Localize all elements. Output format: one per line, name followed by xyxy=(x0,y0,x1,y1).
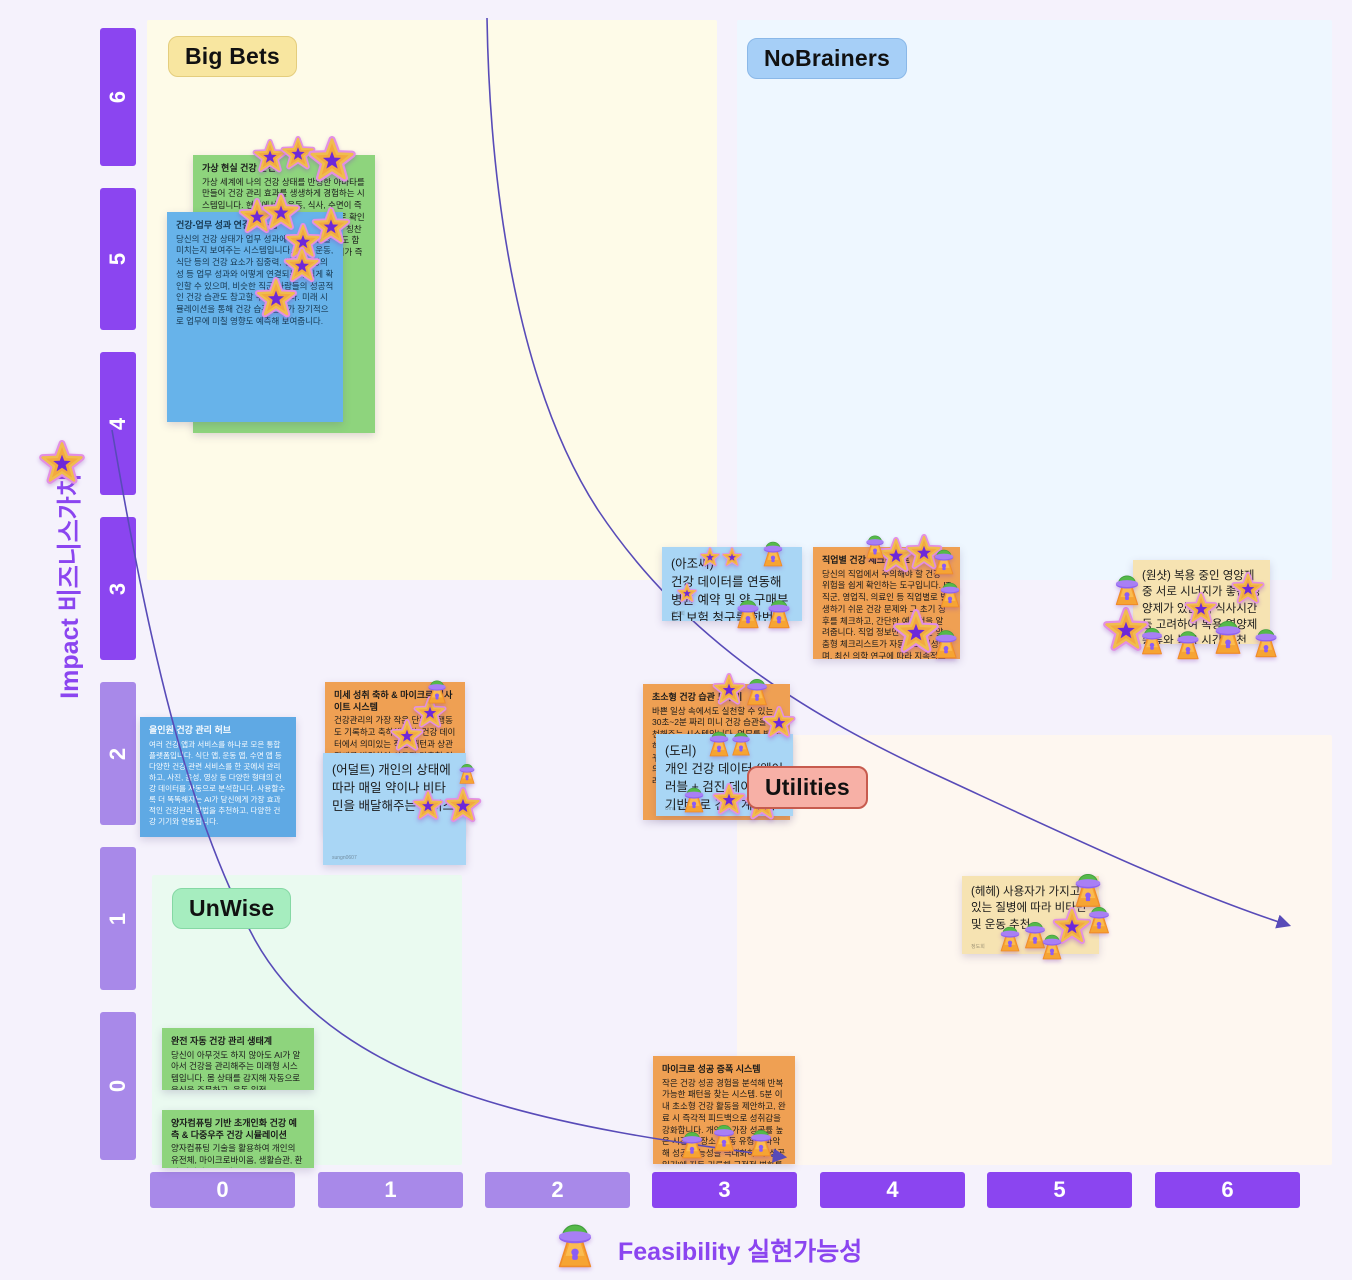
star-sticker-icon[interactable] xyxy=(676,583,698,605)
note-author: 정도희 xyxy=(971,944,985,950)
ufo-sticker-icon[interactable] xyxy=(1037,931,1067,961)
ufo-sticker-icon[interactable] xyxy=(727,729,755,757)
note-body: 양자컴퓨팅 기술을 활용하여 개인의 유전체, 마이크로바이옴, 생활습관, 환… xyxy=(171,1143,303,1168)
note-author: sungn0607 xyxy=(332,855,357,861)
y-axis-label: Impact 비즈니스가치 xyxy=(56,473,84,699)
x-tick-2: 2 xyxy=(485,1172,630,1208)
x-tick-value: 6 xyxy=(1221,1177,1234,1202)
star-sticker-icon[interactable] xyxy=(443,787,483,827)
y-tick-0: 0 xyxy=(100,1012,136,1160)
star-sticker-icon[interactable] xyxy=(37,440,87,490)
y-tick-value: 2 xyxy=(105,747,130,760)
x-axis-label: Feasibility 실현가능성 xyxy=(618,1238,863,1266)
ufo-sticker-icon[interactable] xyxy=(1249,625,1283,659)
note-title: 완전 자동 건강 관리 생태계 xyxy=(171,1036,273,1046)
ufo-sticker-icon[interactable] xyxy=(1171,627,1205,661)
ufo-sticker-icon[interactable] xyxy=(731,596,765,630)
y-tick-value: 0 xyxy=(105,1079,130,1093)
quadrant-label-utilities[interactable]: Utilities xyxy=(747,766,868,809)
ufo-sticker-icon[interactable] xyxy=(455,761,479,785)
ufo-sticker-icon[interactable] xyxy=(1136,624,1168,656)
y-tick-1: 1 xyxy=(100,847,136,990)
note-title: 마이크로 성공 증폭 시스템 xyxy=(662,1064,761,1074)
star-sticker-icon[interactable] xyxy=(711,783,747,819)
ufo-sticker-icon[interactable] xyxy=(935,579,965,609)
ufo-sticker-icon[interactable] xyxy=(679,784,709,814)
ufo-sticker-icon[interactable] xyxy=(423,677,451,705)
ufo-sticker-icon[interactable] xyxy=(929,626,963,660)
note-author: 김성희 xyxy=(671,611,685,617)
ufo-sticker-icon[interactable] xyxy=(861,532,889,560)
y-tick-value: 3 xyxy=(105,582,130,595)
quadrant-label-nobrainers[interactable]: NoBrainers xyxy=(747,38,907,79)
y-tick-3: 3 xyxy=(100,517,136,660)
note-title: 가상 현실 건강 분신 xyxy=(202,163,276,173)
ufo-sticker-icon[interactable] xyxy=(1208,616,1248,656)
x-tick-value: 5 xyxy=(1053,1177,1066,1202)
y-tick-5: 5 xyxy=(100,188,136,330)
y-tick-value: 5 xyxy=(105,252,130,266)
note-body: 여러 건강 앱과 서비스를 하나로 모은 통합 플랫폼입니다. 식단 앱, 운동… xyxy=(149,739,286,826)
ufo-sticker-icon[interactable] xyxy=(549,1218,601,1270)
ufo-sticker-icon[interactable] xyxy=(1083,903,1115,935)
quadrant-label-big-bets[interactable]: Big Bets xyxy=(168,36,297,77)
note-title: 건강-업무 성과 연결 시스템 xyxy=(176,220,278,230)
x-tick-4: 4 xyxy=(820,1172,965,1208)
y-tick-4: 4 xyxy=(100,352,136,495)
x-tick-0: 0 xyxy=(150,1172,295,1208)
x-tick-3: 3 xyxy=(652,1172,797,1208)
x-tick-value: 3 xyxy=(718,1177,731,1202)
note-title: 올인원 건강 관리 허브 xyxy=(149,725,232,735)
star-sticker-icon[interactable] xyxy=(411,790,445,824)
ufo-sticker-icon[interactable] xyxy=(762,596,796,630)
x-tick-value: 1 xyxy=(384,1177,397,1202)
ufo-sticker-icon[interactable] xyxy=(1109,571,1145,607)
star-sticker-icon[interactable] xyxy=(1230,572,1266,608)
note-body: 당신이 아무것도 하지 않아도 AI가 알아서 건강을 관리해주는 미래형 시스… xyxy=(171,1049,301,1090)
x-tick-5: 5 xyxy=(987,1172,1132,1208)
x-tick-value: 2 xyxy=(551,1177,564,1202)
ufo-sticker-icon[interactable] xyxy=(758,538,788,568)
x-tick-value: 4 xyxy=(886,1177,899,1202)
quadrant-label-unwise[interactable]: UnWise xyxy=(172,888,292,929)
star-sticker-icon[interactable] xyxy=(306,136,358,188)
x-tick-1: 1 xyxy=(318,1172,463,1208)
ufo-sticker-icon[interactable] xyxy=(741,675,773,707)
quadrant-zone-nobrainers xyxy=(737,20,1332,580)
y-tick-6: 6 xyxy=(100,28,136,166)
ufo-sticker-icon[interactable] xyxy=(676,1128,708,1160)
star-sticker-icon[interactable] xyxy=(253,277,299,323)
star-sticker-icon[interactable] xyxy=(699,547,721,569)
y-tick-value: 1 xyxy=(105,912,130,925)
star-sticker-icon[interactable] xyxy=(761,706,797,742)
ufo-sticker-icon[interactable] xyxy=(745,1126,777,1158)
y-tick-2: 2 xyxy=(100,682,136,825)
ufo-sticker-icon[interactable] xyxy=(708,1121,740,1153)
note-title: 양자컴퓨팅 기반 초개인화 건강 예측 & 다중우주 건강 시뮬레이션 xyxy=(171,1118,297,1140)
ufo-sticker-icon[interactable] xyxy=(929,546,959,576)
x-tick-value: 0 xyxy=(216,1177,229,1202)
star-sticker-icon[interactable] xyxy=(389,719,425,755)
y-tick-value: 4 xyxy=(105,417,130,430)
x-tick-6: 6 xyxy=(1155,1172,1300,1208)
star-sticker-icon[interactable] xyxy=(721,547,743,569)
y-tick-value: 6 xyxy=(105,90,130,104)
ufo-sticker-icon[interactable] xyxy=(995,923,1025,953)
note-body: 당신의 건강 상태가 업무 성과에 어떤 영향을 미치는지 보여주는 시스템입니… xyxy=(176,233,334,326)
